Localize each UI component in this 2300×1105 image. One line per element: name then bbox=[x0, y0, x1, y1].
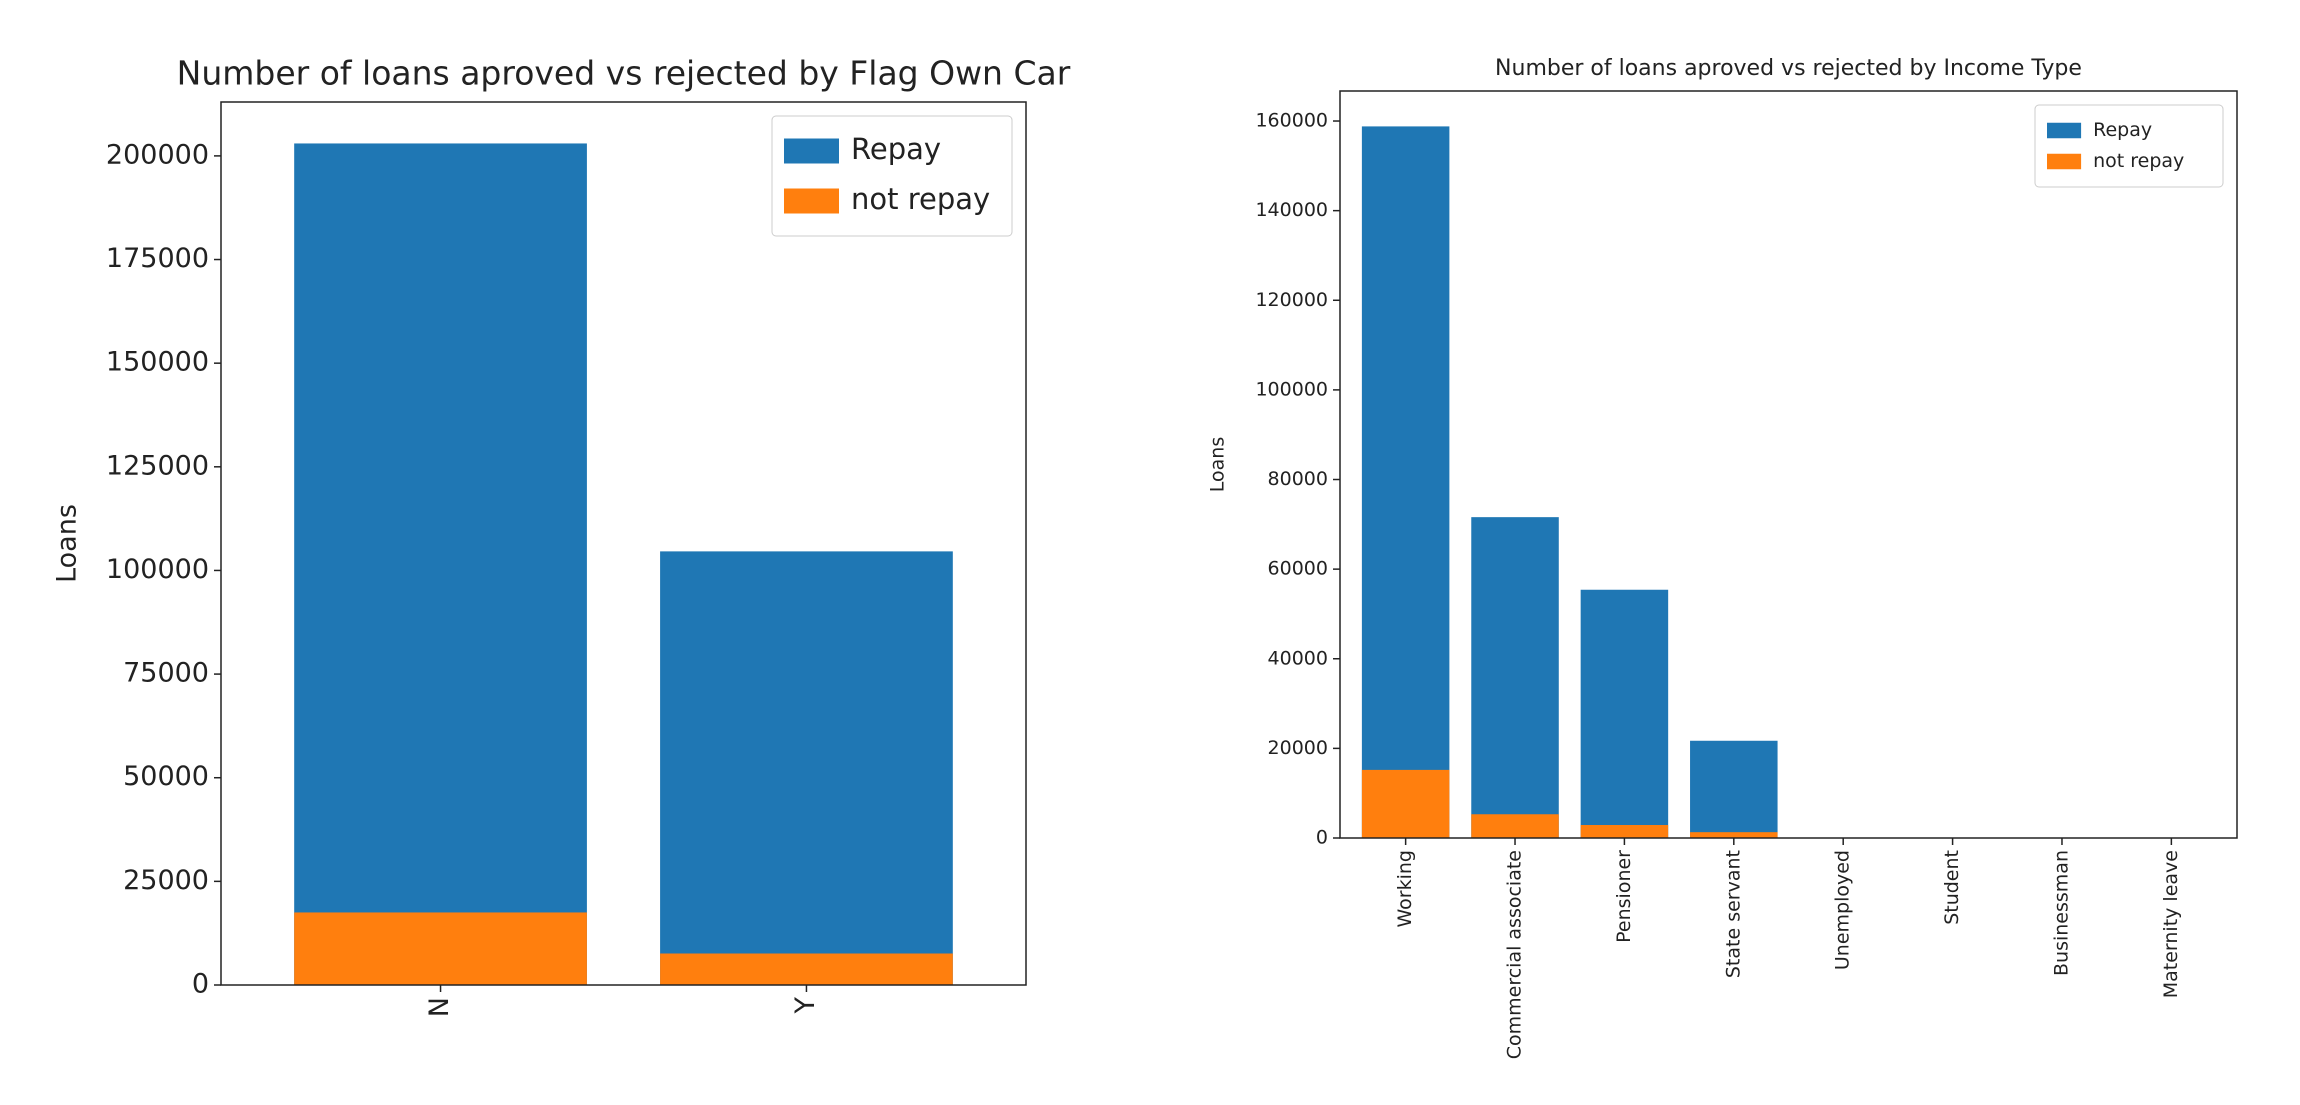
x-tick-label: Working bbox=[1394, 850, 1416, 928]
y-tick-label: 25000 bbox=[123, 865, 209, 896]
bar bbox=[1471, 517, 1559, 838]
plot-frame bbox=[220, 101, 1027, 986]
legend-swatch bbox=[2047, 122, 2082, 139]
y-tick-label: 50000 bbox=[123, 761, 209, 792]
x-tick-label: State servant bbox=[1722, 850, 1744, 978]
bar bbox=[1690, 832, 1778, 838]
y-axis-label: Loans bbox=[52, 504, 83, 583]
y-tick-label: 150000 bbox=[106, 347, 209, 378]
bar bbox=[1580, 589, 1669, 838]
legend-box bbox=[2034, 104, 2224, 188]
legend-label: Repay bbox=[851, 132, 941, 166]
y-tick-label: 60000 bbox=[1268, 558, 1328, 580]
bar bbox=[1580, 825, 1669, 838]
x-tick-label: Pensioner bbox=[1613, 850, 1635, 943]
bar bbox=[294, 912, 587, 985]
y-tick-label: 0 bbox=[1316, 827, 1328, 849]
y-tick-label: 40000 bbox=[1268, 647, 1328, 669]
x-tick-label: Businessman bbox=[2050, 850, 2072, 976]
y-tick-label: 200000 bbox=[106, 139, 209, 170]
legend-swatch bbox=[2047, 153, 2082, 170]
y-tick-label: 125000 bbox=[106, 450, 209, 481]
bar bbox=[294, 143, 587, 986]
plot-frame bbox=[1339, 90, 2238, 839]
y-tick-label: 100000 bbox=[106, 554, 209, 585]
bar bbox=[1690, 740, 1778, 838]
y-tick-label: 120000 bbox=[1255, 289, 1328, 311]
chart-title: Number of loans aproved vs rejected by F… bbox=[177, 54, 1071, 93]
bar bbox=[660, 551, 953, 985]
x-tick-label: Y bbox=[790, 997, 821, 1015]
y-tick-label: 20000 bbox=[1268, 737, 1328, 759]
x-tick-label: Unemployed bbox=[1832, 850, 1854, 970]
y-tick-label: 140000 bbox=[1255, 199, 1328, 221]
bar bbox=[1361, 769, 1450, 838]
y-tick-label: 80000 bbox=[1268, 468, 1328, 490]
x-tick-label: Maternity leave bbox=[2160, 850, 2182, 998]
x-tick-label: Commercial associate bbox=[1504, 850, 1526, 1059]
y-tick-label: 0 bbox=[192, 969, 209, 1000]
y-axis-label: Loans bbox=[1207, 437, 1229, 492]
y-tick-label: 175000 bbox=[106, 243, 209, 274]
chart-title: Number of loans aproved vs rejected by I… bbox=[1495, 56, 2082, 81]
chart: Number of loans aproved vs rejected by F… bbox=[52, 54, 1071, 1018]
y-tick-label: 75000 bbox=[123, 658, 209, 689]
bar bbox=[660, 953, 953, 985]
legend-swatch bbox=[784, 138, 839, 164]
y-tick-label: 100000 bbox=[1255, 378, 1328, 400]
x-tick-label: N bbox=[424, 997, 455, 1017]
legend-label: not repay bbox=[2093, 150, 2184, 172]
chart: Number of loans aproved vs rejected by I… bbox=[1207, 56, 2238, 1059]
y-tick-label: 160000 bbox=[1255, 110, 1328, 132]
bar bbox=[1361, 126, 1450, 839]
legend-label: not repay bbox=[851, 182, 990, 216]
legend-swatch bbox=[784, 188, 839, 214]
x-tick-label: Student bbox=[1941, 850, 1963, 925]
legend-label: Repay bbox=[2093, 119, 2152, 141]
bar bbox=[1471, 814, 1559, 838]
